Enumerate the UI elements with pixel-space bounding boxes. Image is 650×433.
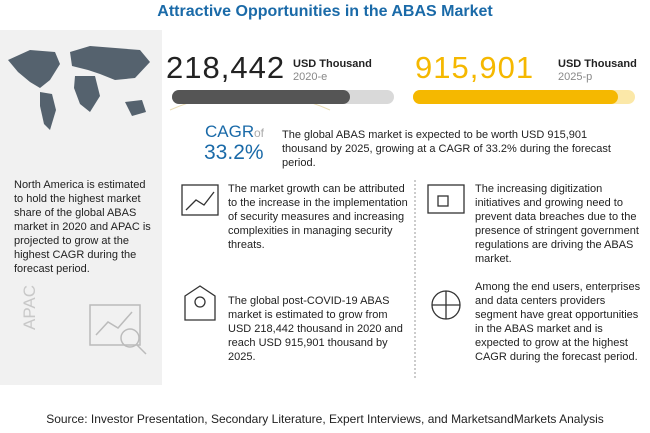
icons [181,184,465,321]
source: Source: Investor Presentation, Secondary… [46,412,604,426]
insight: The increasing digitization initiatives … [475,183,639,265]
cagr-of: of [254,126,265,140]
cagr-text: The global ABAS market is expected to be… [282,129,611,169]
insight: The market growth can be attributed to t… [228,183,408,251]
region-label: APAC [20,284,39,330]
title: Attractive Opportunities in the ABAS Mar… [157,3,493,20]
stat-value: 218,442 [166,50,286,85]
stat-unit: USD Thousand [293,58,372,70]
bar-2020 [172,90,350,104]
analytics-icon [89,304,147,355]
stat-value: 915,901 [415,50,535,85]
cagr-value: 33.2% [204,141,264,164]
region-note: North America is estimated to hold the h… [14,179,151,275]
stat-year: 2025-p [558,71,593,83]
stat-year: 2020-e [293,71,328,83]
insight: The global post-COVID-19 ABAS market is … [228,295,403,363]
stat-unit: USD Thousand [558,58,637,70]
world-map [8,46,150,130]
cagr-label: CAGR [205,122,255,141]
bar-2025 [413,90,618,104]
insight: Among the end users, enterprises and dat… [475,281,641,363]
